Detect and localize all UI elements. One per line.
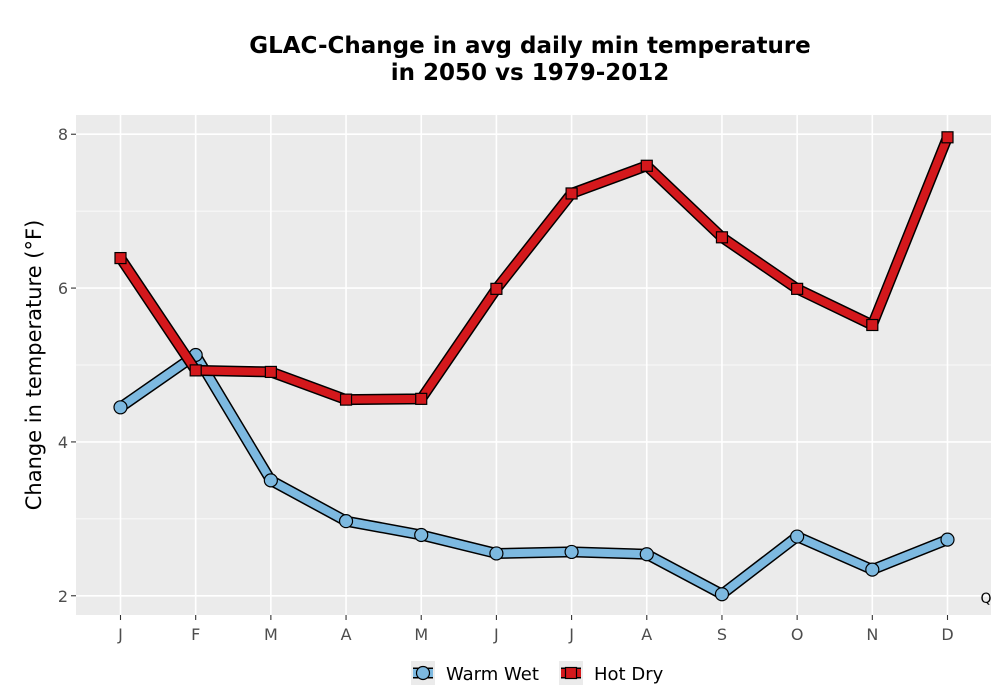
corner-mark: Q bbox=[980, 591, 991, 607]
data-point bbox=[565, 187, 578, 200]
legend-item: Hot Dry bbox=[559, 661, 664, 685]
data-point bbox=[865, 562, 880, 577]
grid-lines bbox=[76, 115, 991, 615]
y-tick-label: 8 bbox=[58, 125, 68, 144]
x-tick-label: J bbox=[568, 625, 574, 644]
series-hot-dry bbox=[114, 131, 954, 406]
legend-label: Hot Dry bbox=[594, 664, 664, 685]
data-point bbox=[338, 514, 354, 529]
x-tick-label: A bbox=[341, 625, 352, 644]
series-warm-wet bbox=[113, 347, 955, 602]
y-tick-label: 6 bbox=[58, 279, 68, 298]
x-tick-label: J bbox=[493, 625, 499, 644]
x-tick-label: O bbox=[791, 625, 804, 644]
y-tick-label: 4 bbox=[58, 433, 68, 452]
data-point bbox=[490, 282, 503, 295]
data-point bbox=[114, 251, 127, 265]
data-point bbox=[941, 131, 954, 144]
data-point bbox=[714, 587, 730, 602]
x-tick-label: D bbox=[941, 625, 953, 644]
x-tick-label: A bbox=[641, 625, 652, 644]
data-point bbox=[791, 282, 804, 295]
x-tick-label: N bbox=[866, 625, 878, 644]
data-point bbox=[640, 159, 653, 172]
x-tick-label: F bbox=[191, 625, 200, 644]
data-point bbox=[263, 473, 278, 488]
data-point bbox=[940, 532, 955, 547]
y-axis-title: Change in temperature (°F) bbox=[22, 220, 46, 511]
series-line bbox=[116, 351, 952, 599]
y-axis: 2 4 6 8 bbox=[58, 125, 76, 606]
legend-label: Warm Wet bbox=[446, 664, 539, 685]
y-tick-label: 2 bbox=[58, 587, 68, 606]
chart-title-line-2: in 2050 vs 1979-2012 bbox=[391, 60, 670, 86]
x-tick-label: J bbox=[117, 625, 123, 644]
data-point bbox=[790, 529, 805, 544]
x-tick-label: S bbox=[717, 625, 727, 644]
chart-title-line-1: GLAC-Change in avg daily min temperature bbox=[249, 33, 811, 59]
data-point bbox=[489, 546, 504, 561]
data-point bbox=[414, 527, 429, 543]
data-point bbox=[339, 393, 353, 406]
data-point bbox=[415, 392, 428, 405]
legend-key-marker bbox=[564, 666, 578, 680]
x-tick-label: M bbox=[414, 625, 428, 644]
series-layer bbox=[113, 131, 955, 602]
data-point bbox=[264, 365, 277, 379]
data-point bbox=[564, 544, 579, 560]
x-tick-label: M bbox=[264, 625, 278, 644]
legend: Warm Wet Hot Dry bbox=[411, 661, 664, 685]
data-point bbox=[866, 318, 879, 332]
data-point bbox=[189, 364, 202, 377]
data-point bbox=[639, 547, 654, 562]
data-point bbox=[715, 231, 729, 244]
legend-key-marker bbox=[415, 665, 431, 681]
data-point bbox=[113, 400, 128, 415]
series-line bbox=[116, 133, 952, 404]
legend-item: Warm Wet bbox=[411, 661, 539, 685]
